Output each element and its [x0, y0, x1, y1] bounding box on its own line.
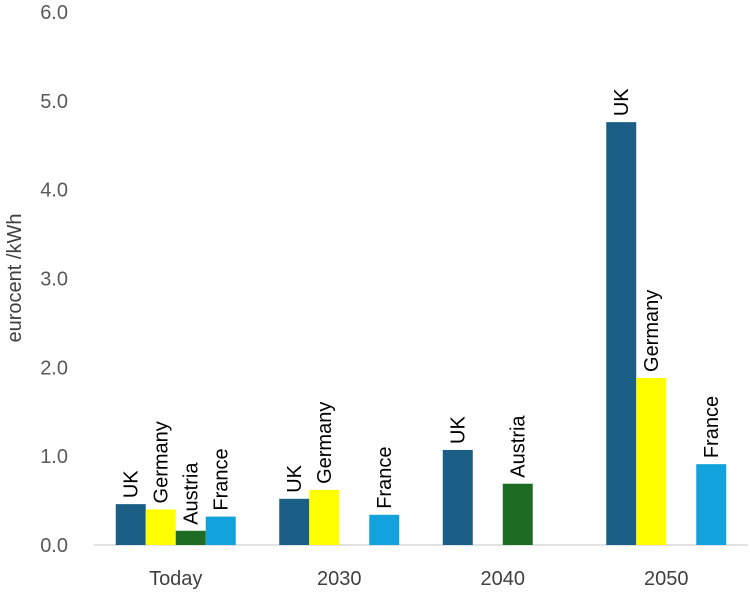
y-tick-label: 0.0	[40, 535, 68, 557]
y-axis-title: eurocent /kWh	[4, 214, 26, 343]
bar-label: Germany	[151, 421, 173, 503]
bar-label: France	[211, 448, 233, 510]
bar-label: Austria	[181, 462, 203, 525]
bar-france-2030	[369, 514, 400, 545]
bar-uk-2050	[606, 122, 637, 546]
bar-germany-2050	[636, 377, 667, 545]
bar-germany-2030	[309, 489, 340, 545]
bar-label: France	[701, 396, 723, 458]
bar-label: UK	[121, 470, 143, 498]
bars-group	[115, 122, 727, 546]
bar-uk-2040	[442, 449, 473, 545]
y-tick-label: 3.0	[40, 269, 68, 291]
bar-germany-today	[145, 509, 176, 545]
bar-label: Germany	[641, 290, 663, 372]
y-tick-label: 6.0	[40, 2, 68, 24]
bar-france-today	[205, 516, 236, 545]
bar-france-2050	[696, 464, 727, 545]
bar-label: UK	[448, 416, 470, 444]
bar-uk-2030	[279, 498, 310, 545]
y-tick-label: 2.0	[40, 357, 68, 379]
bar-labels-group: UK Germany Austria France UK Germany France UK A…	[121, 88, 724, 525]
bar-austria-2040	[502, 483, 533, 545]
x-tick-label: Today	[149, 568, 202, 590]
bar-label: Austria	[508, 415, 530, 478]
bar-label: UK	[284, 464, 306, 492]
bar-austria-today	[175, 530, 206, 545]
x-tick-label: 2040	[481, 568, 526, 590]
y-axis-ticks: 0.0 1.0 2.0 3.0 4.0 5.0 6.0	[40, 2, 68, 557]
x-tick-label: 2030	[317, 568, 362, 590]
bar-label: UK	[611, 88, 633, 116]
x-axis-labels: Today 2030 2040 2050	[149, 568, 688, 590]
bar-label: Germany	[314, 402, 336, 484]
bar-label: France	[374, 447, 396, 509]
y-tick-label: 4.0	[40, 180, 68, 202]
y-tick-label: 1.0	[40, 446, 68, 468]
x-tick-label: 2050	[644, 568, 689, 590]
y-tick-label: 5.0	[40, 91, 68, 113]
bar-uk-today	[115, 504, 146, 545]
